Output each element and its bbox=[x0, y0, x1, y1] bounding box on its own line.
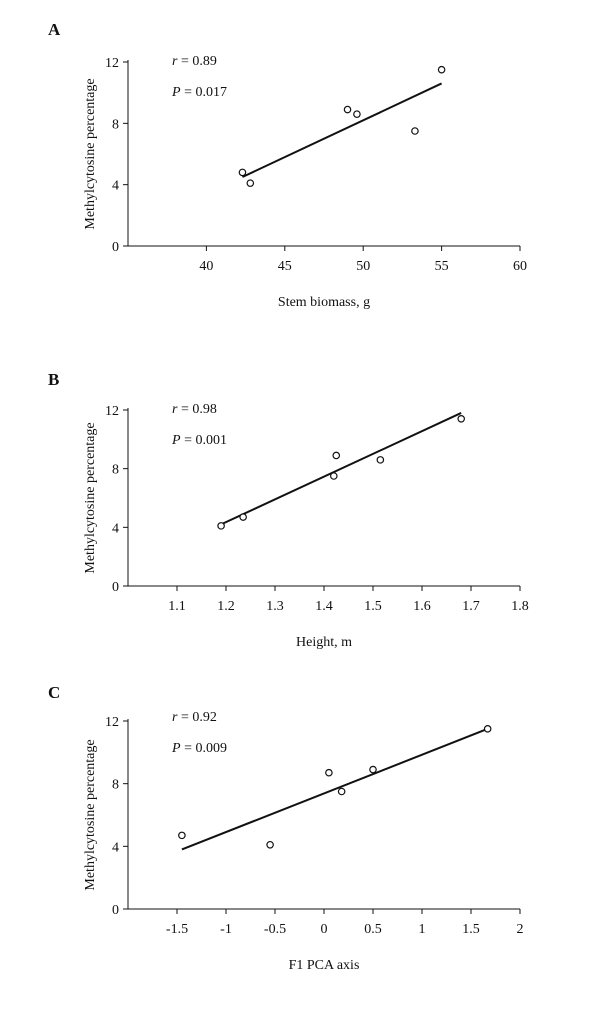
y-tick-label: 8 bbox=[112, 463, 119, 478]
x-tick-label: 1.5 bbox=[364, 599, 382, 614]
data-point bbox=[376, 456, 385, 464]
data-point bbox=[239, 513, 247, 521]
data-point bbox=[325, 768, 333, 777]
y-tick-label: 4 bbox=[112, 840, 119, 855]
x-axis-title: Height, m bbox=[296, 635, 352, 650]
p-value: = 0.001 bbox=[181, 433, 227, 448]
data-point bbox=[343, 105, 352, 114]
data-point bbox=[369, 765, 377, 774]
trend-line bbox=[181, 727, 489, 851]
x-tick-label: 1.1 bbox=[168, 599, 186, 614]
panel-label: A bbox=[48, 20, 61, 39]
x-tick-label: 50 bbox=[356, 259, 370, 274]
r-value: = 0.98 bbox=[177, 402, 216, 417]
x-tick-label: 1.4 bbox=[315, 599, 333, 614]
p-value-annotation: P = 0.009 bbox=[171, 741, 227, 756]
x-tick-label: -1.5 bbox=[166, 922, 188, 937]
data-point bbox=[457, 414, 466, 423]
x-tick-label: 2 bbox=[517, 922, 524, 937]
trend-line bbox=[220, 412, 462, 526]
y-axis-title: Methylcytosine percentage bbox=[83, 422, 98, 573]
p-symbol: P bbox=[171, 85, 181, 100]
data-point bbox=[329, 472, 338, 480]
x-tick-label: 0 bbox=[321, 922, 328, 937]
x-tick-label: 1.6 bbox=[413, 599, 431, 614]
y-axis-title: Methylcytosine percentage bbox=[83, 78, 98, 229]
trend-line bbox=[242, 82, 443, 178]
data-point bbox=[217, 522, 225, 530]
r-value: = 0.89 bbox=[177, 54, 216, 69]
p-value-annotation: P = 0.017 bbox=[171, 85, 227, 100]
chart-panel-c: C 0 4 8 12 -1.5 -1 -0.5 0 0.5 1 1.5 2 F1 PCA axis Meth… bbox=[48, 683, 524, 973]
y-tick-label: 12 bbox=[105, 56, 119, 71]
p-symbol: P bbox=[171, 741, 181, 756]
p-value-annotation: P = 0.001 bbox=[171, 433, 227, 448]
data-point bbox=[266, 840, 274, 849]
y-tick-label: 0 bbox=[112, 240, 119, 255]
x-tick-label: 1.3 bbox=[266, 599, 284, 614]
chart-panel-b: B 0 4 8 12 1.1 1.2 1.3 1.4 1.5 1.6 1.7 1.8 Height, m M… bbox=[48, 370, 529, 650]
y-tick-label: 4 bbox=[112, 521, 119, 536]
x-tick-label: 0.5 bbox=[364, 922, 382, 937]
y-tick-label: 12 bbox=[105, 404, 119, 419]
correlation-r-annotation: r = 0.98 bbox=[172, 402, 217, 417]
r-symbol: r bbox=[172, 402, 178, 417]
x-tick-label: 55 bbox=[435, 259, 449, 274]
correlation-r-annotation: r = 0.92 bbox=[172, 710, 217, 725]
x-tick-label: -0.5 bbox=[264, 922, 286, 937]
data-point bbox=[332, 451, 341, 460]
data-point bbox=[411, 127, 419, 135]
y-tick-label: 0 bbox=[112, 580, 119, 595]
data-point bbox=[337, 787, 346, 796]
r-symbol: r bbox=[172, 710, 178, 725]
data-point bbox=[178, 831, 186, 840]
x-tick-label: 1.5 bbox=[462, 922, 480, 937]
correlation-r-annotation: r = 0.89 bbox=[172, 54, 217, 69]
y-tick-label: 12 bbox=[105, 715, 119, 730]
data-point bbox=[483, 725, 492, 733]
x-axis-title: F1 PCA axis bbox=[289, 958, 360, 973]
x-tick-label: 40 bbox=[199, 259, 213, 274]
x-tick-label: 45 bbox=[278, 259, 292, 274]
y-tick-label: 8 bbox=[112, 778, 119, 793]
x-tick-label: -1 bbox=[220, 922, 232, 937]
data-point bbox=[238, 168, 247, 177]
p-value: = 0.017 bbox=[181, 85, 227, 100]
x-tick-label: 1.7 bbox=[462, 599, 480, 614]
r-value: = 0.92 bbox=[177, 710, 216, 725]
y-axis-title: Methylcytosine percentage bbox=[83, 739, 98, 890]
x-tick-label: 1 bbox=[419, 922, 426, 937]
x-tick-label: 1.8 bbox=[511, 599, 529, 614]
p-symbol: P bbox=[171, 433, 181, 448]
data-point bbox=[437, 65, 446, 74]
x-axis-title: Stem biomass, g bbox=[278, 295, 370, 310]
p-value: = 0.009 bbox=[181, 741, 227, 756]
data-point bbox=[246, 179, 255, 187]
y-tick-label: 0 bbox=[112, 903, 119, 918]
y-tick-label: 8 bbox=[112, 117, 119, 132]
data-point bbox=[353, 110, 361, 118]
chart-panel-a: A 0 4 8 12 40 45 50 55 60 Stem biomass, g Methylcyt… bbox=[48, 20, 527, 310]
panel-label: C bbox=[48, 683, 60, 702]
y-tick-label: 4 bbox=[112, 179, 119, 194]
panel-label: B bbox=[48, 370, 59, 389]
x-tick-label: 1.2 bbox=[217, 599, 235, 614]
x-tick-label: 60 bbox=[513, 259, 527, 274]
r-symbol: r bbox=[172, 54, 178, 69]
